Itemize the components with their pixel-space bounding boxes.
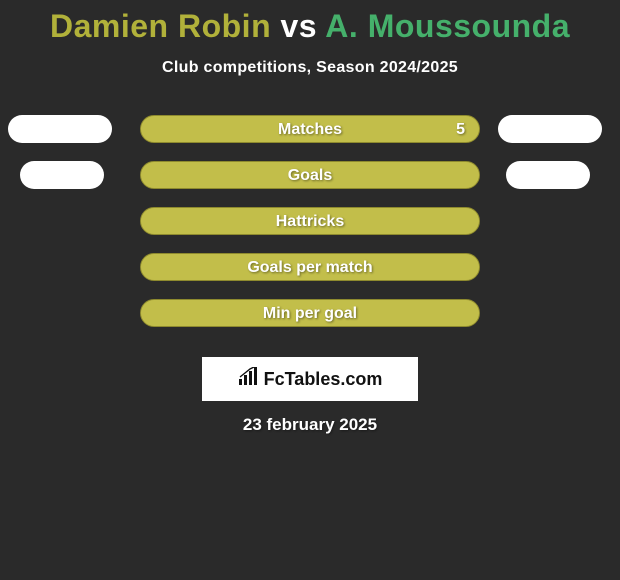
stat-label: Min per goal: [141, 300, 479, 328]
stat-row: Goals: [0, 161, 620, 207]
page-title: Damien Robin vs A. Moussounda: [0, 0, 620, 45]
stat-bar: Goals per match: [140, 253, 480, 281]
stat-bar: Min per goal: [140, 299, 480, 327]
stat-bar: Goals: [140, 161, 480, 189]
left-pill: [8, 115, 112, 143]
stat-bar: Hattricks: [140, 207, 480, 235]
title-player2: A. Moussounda: [325, 8, 570, 44]
left-pill: [20, 161, 104, 189]
stat-label: Goals per match: [141, 254, 479, 282]
stat-value-right: 5: [456, 116, 465, 144]
stat-label: Hattricks: [141, 208, 479, 236]
subtitle: Club competitions, Season 2024/2025: [0, 59, 620, 77]
stat-row: Goals per match: [0, 253, 620, 299]
stat-row: Matches5: [0, 115, 620, 161]
title-player1: Damien Robin: [50, 8, 271, 44]
date-line: 23 february 2025: [0, 415, 620, 435]
fctables-logo: FcTables.com: [202, 357, 418, 401]
stat-row: Hattricks: [0, 207, 620, 253]
chart-bars-icon: [238, 367, 260, 392]
stat-label: Matches: [141, 116, 479, 144]
title-vs: vs: [281, 8, 318, 44]
stat-bar: Matches5: [140, 115, 480, 143]
right-pill: [506, 161, 590, 189]
right-pill: [498, 115, 602, 143]
stat-row: Min per goal: [0, 299, 620, 345]
stat-label: Goals: [141, 162, 479, 190]
comparison-chart: Matches5 Goals Hattricks Goals per match Min…: [0, 115, 620, 345]
logo-text: FcTables.com: [264, 369, 383, 390]
